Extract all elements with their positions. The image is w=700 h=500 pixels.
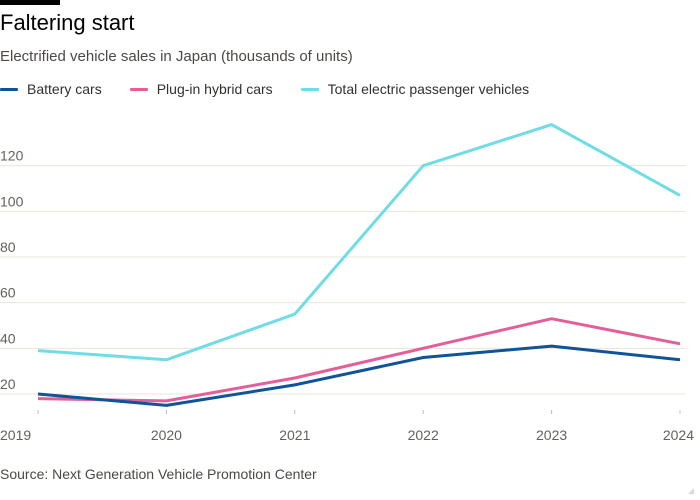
legend-item-total: Total electric passenger vehicles	[300, 81, 530, 97]
x-tick-label-2022: 2022	[408, 427, 439, 443]
brand-top-bar	[0, 0, 60, 5]
y-tick-label-40: 40	[0, 330, 16, 346]
x-tick-label-2021: 2021	[279, 427, 310, 443]
series-line-total	[37, 123, 681, 362]
x-tick-label-2020: 2020	[151, 427, 182, 443]
chart-subtitle: Electrified vehicle sales in Japan (thou…	[0, 48, 353, 65]
x-tick-label-2023: 2023	[536, 427, 567, 443]
y-tick-label-80: 80	[0, 239, 16, 255]
legend-swatch-phev	[129, 87, 148, 91]
legend-item-battery: Battery cars	[0, 81, 102, 97]
legend-label-phev: Plug-in hybrid cars	[156, 81, 273, 97]
x-tick-label-2019: 2019	[0, 427, 31, 443]
source-note: Source: Next Generation Vehicle Promotio…	[0, 466, 317, 482]
legend-label-total: Total electric passenger vehicles	[327, 81, 530, 97]
legend-label-battery: Battery cars	[27, 81, 102, 97]
corner-marker	[688, 488, 694, 494]
legend-swatch-total	[300, 87, 319, 91]
y-tick-label-100: 100	[0, 193, 24, 209]
y-tick-label-120: 120	[0, 148, 24, 164]
legend-swatch-battery	[0, 87, 18, 91]
chart-title: Faltering start	[0, 10, 135, 35]
legend-item-phev: Plug-in hybrid cars	[129, 81, 273, 97]
legend: Battery cars Plug-in hybrid cars Total e…	[0, 80, 557, 98]
x-tick-label-2024: 2024	[663, 427, 694, 443]
y-tick-label-60: 60	[0, 285, 16, 301]
y-tick-label-20: 20	[0, 376, 16, 392]
series-line-battery	[37, 344, 681, 407]
series-line-phev	[37, 317, 681, 403]
